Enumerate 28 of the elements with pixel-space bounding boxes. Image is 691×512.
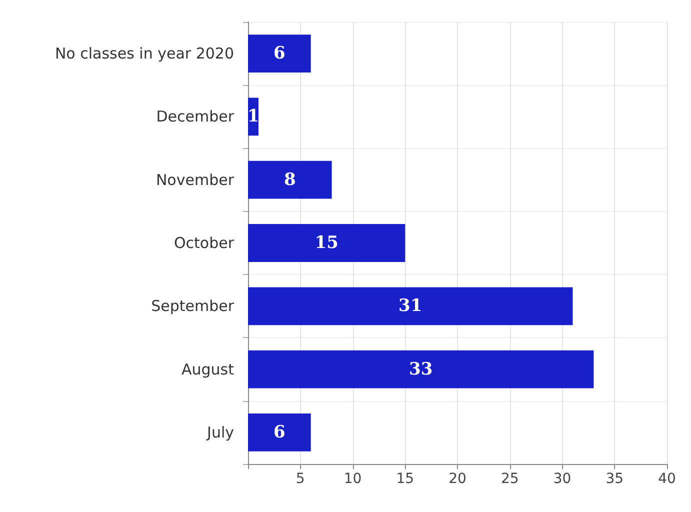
- y-tick-label: August: [182, 360, 234, 378]
- x-tick-label: 15: [396, 471, 414, 487]
- x-tick-label: 30: [553, 471, 572, 487]
- y-tick-label: July: [206, 423, 234, 442]
- y-tick-label: No classes in year 2020: [54, 44, 234, 63]
- x-tick-label: 25: [500, 471, 519, 487]
- x-tick-label: 20: [448, 471, 466, 487]
- data-label: 6: [274, 422, 286, 442]
- x-tick-label: 35: [606, 471, 624, 487]
- y-tick-label: October: [174, 234, 235, 252]
- y-tick-label: November: [156, 170, 235, 189]
- bar: [248, 34, 311, 73]
- data-label: 6: [274, 44, 286, 64]
- bar: [248, 160, 332, 199]
- data-label: 8: [284, 170, 296, 190]
- bar: [248, 413, 311, 452]
- y-tick-label: September: [151, 297, 235, 316]
- bar: [248, 224, 406, 262]
- x-tick-label: 10: [344, 471, 362, 487]
- data-label: 15: [314, 233, 338, 253]
- data-label: 31: [398, 296, 422, 316]
- bar: [248, 350, 594, 388]
- x-tick-label: 5: [296, 471, 305, 487]
- bar: [248, 287, 573, 326]
- x-tick-label: 40: [658, 471, 676, 487]
- data-label: 33: [409, 359, 433, 380]
- y-tick-label: December: [156, 108, 235, 126]
- data-label: 1: [247, 106, 260, 127]
